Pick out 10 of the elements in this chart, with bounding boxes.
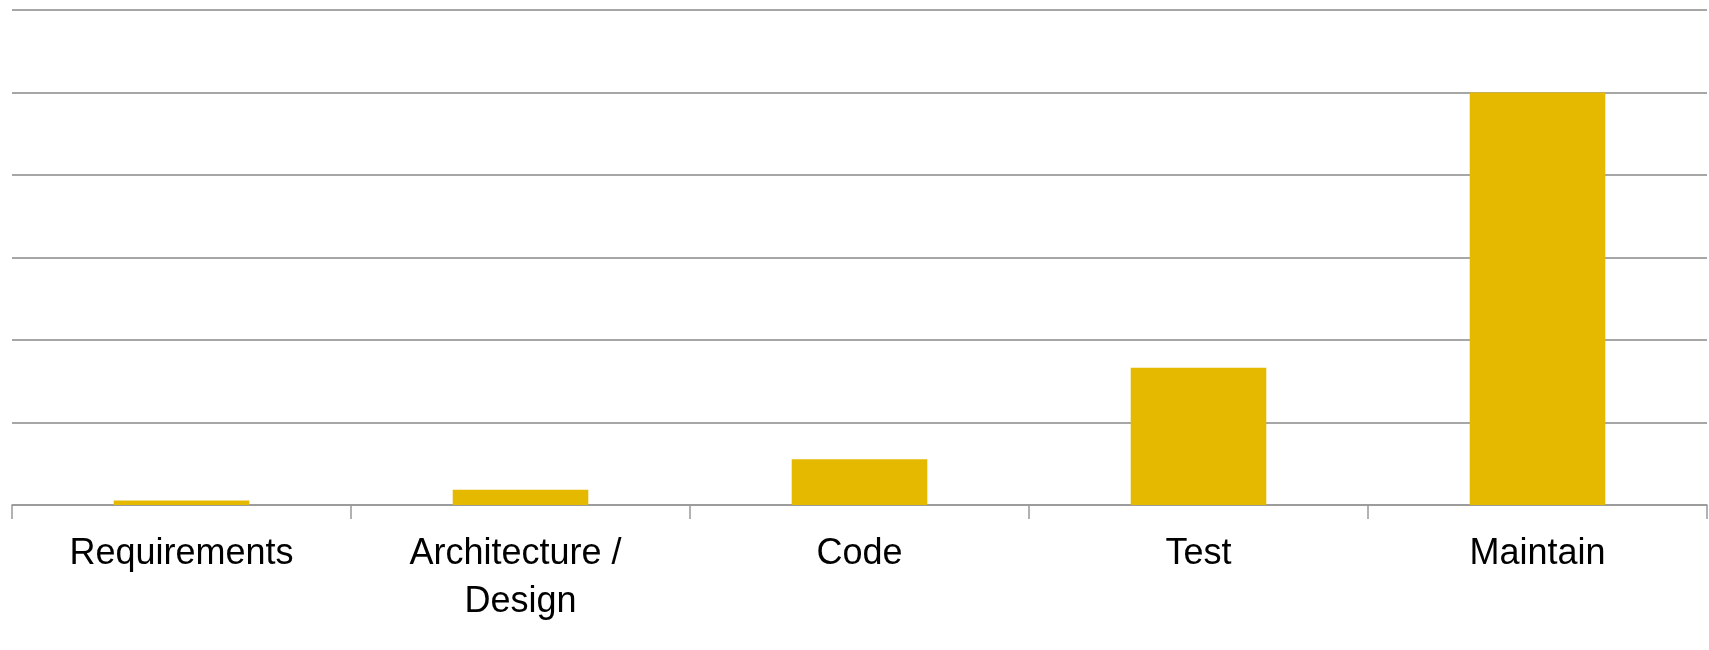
bar	[1469, 92, 1606, 505]
bar	[791, 459, 928, 505]
x-tick-label: Architecture / Design	[409, 530, 632, 620]
x-tick-label: Maintain	[1469, 530, 1606, 572]
x-tick-label: Test	[1165, 530, 1232, 572]
bar	[452, 489, 589, 505]
bar	[1130, 367, 1267, 505]
bar	[113, 500, 250, 505]
x-tick-label: Requirements	[69, 530, 294, 572]
x-tick-label: Code	[816, 530, 903, 572]
